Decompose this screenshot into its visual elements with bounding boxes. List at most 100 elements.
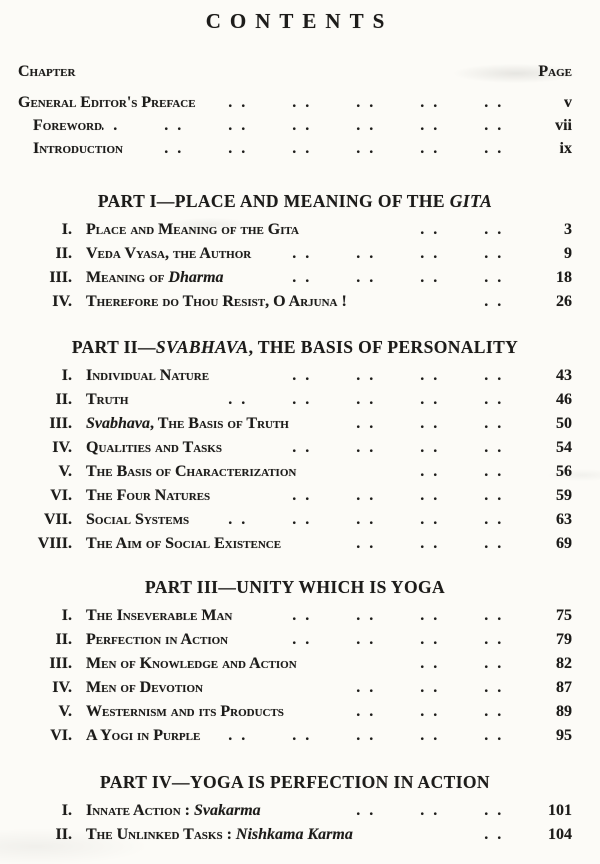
text-segment: , The Basis of Truth [150, 415, 289, 432]
dot-group: . . [484, 293, 504, 310]
toc-entry-row: IV. Men of Devotion . . . . . . 87 [18, 679, 572, 703]
entry-title: The Inseverable Man [86, 607, 232, 625]
dot-group: . . [292, 487, 312, 504]
entry-page: 89 [556, 703, 572, 720]
entry-page: vii [555, 117, 572, 134]
dot-group: . . [292, 245, 312, 262]
dot-group: . . [292, 511, 312, 528]
entry-title: Truth [86, 391, 128, 409]
entry-title: The Aim of Social Existence [86, 535, 281, 553]
text-segment: The Four Natures [86, 487, 211, 504]
entry-page: v [564, 94, 572, 111]
entry-number: V. [58, 463, 73, 480]
part-heading: PART I—PLACE AND MEANING OF THE GITA [18, 189, 572, 213]
toc-entry-row: II. Truth . . . . . . . . . . 46 [18, 391, 572, 415]
entry-page: 87 [556, 679, 572, 696]
entry-number: VII. [43, 511, 72, 528]
italic-term: Svabhava [86, 415, 150, 432]
italic-term: Svakarma [193, 802, 261, 819]
parts-list: PART I—PLACE AND MEANING OF THE GITA I. Pl… [18, 189, 572, 850]
part-entries: I. Innate Action : Svakarma . . . . . . 101 II… [18, 802, 572, 850]
dot-leader: . . . . . . . . . . [189, 511, 526, 529]
text-segment: Qualities and Tasks [86, 439, 222, 456]
entry-title: Innate Action : Svakarma [86, 802, 261, 820]
dot-group: . . [484, 487, 504, 504]
entry-number: I. [61, 802, 72, 819]
dot-leader: . . . . . . . . . . . . [123, 140, 526, 158]
dot-group: . . [292, 367, 312, 384]
dot-leader: . . . . [299, 221, 526, 239]
dot-group: . . [356, 367, 376, 384]
text-segment: The Aim of Social Existence [86, 535, 282, 552]
toc-front-matter-row: Introduction . . . . . . . . . . . . ix [18, 140, 572, 163]
text-segment: PART I—PLACE AND MEANING OF THE [97, 191, 450, 211]
entry-title: Place and Meaning of the Gita [86, 221, 299, 239]
entry-number: II. [55, 631, 72, 648]
entry-number: III. [49, 269, 72, 286]
text-segment: Meaning of [86, 269, 169, 286]
dot-group: . . [484, 439, 504, 456]
dot-leader: . . . . . . [261, 802, 526, 820]
chapter-column-label: Chapter [18, 63, 76, 80]
dot-group: . . [292, 140, 312, 157]
part-heading: PART II—SVABHAVA, THE BASIS OF PERSONALI… [18, 335, 572, 359]
column-header-row: Chapter Page [18, 63, 572, 81]
dot-group: . . [420, 415, 440, 432]
entry-page: 54 [556, 439, 572, 456]
entry-page: 69 [556, 535, 572, 552]
entry-page: ix [559, 140, 572, 157]
dot-group: . . [484, 655, 504, 672]
dot-group: . . [420, 439, 440, 456]
dot-group: . . [420, 511, 440, 528]
toc-entry-row: VI. The Four Natures . . . . . . . . 59 [18, 487, 572, 511]
dot-group: . . [292, 631, 312, 648]
entry-page: 26 [556, 293, 572, 310]
dot-group: . . [420, 631, 440, 648]
dot-group: . . [356, 802, 376, 819]
dot-group: . . [420, 391, 440, 408]
dot-leader: . . . . . . . . [210, 487, 526, 505]
dot-group: . . [356, 511, 376, 528]
entry-page: 59 [556, 487, 572, 504]
entry-number: II. [55, 391, 72, 408]
part-section: PART III—UNITY WHICH IS YOGA I. The Inseve… [18, 575, 572, 751]
dot-group: . . [420, 94, 440, 111]
dot-group: . . [292, 727, 312, 744]
text-segment: PART II— [71, 337, 156, 357]
entry-title: Westernism and its Products [86, 703, 284, 721]
italic-term: Nishkama Karma [235, 826, 353, 843]
dot-leader: . . . . [296, 463, 526, 481]
part-section: PART IV—YOGA IS PERFECTION IN ACTION I. In… [18, 770, 572, 850]
dot-leader: . . . . [297, 655, 526, 673]
dot-group: . . [484, 511, 504, 528]
dot-leader: . . . . . . . . [228, 631, 526, 649]
entry-title: Social Systems [86, 511, 189, 529]
entry-title: Men of Knowledge and Action [86, 655, 297, 673]
dot-group: . . [420, 463, 440, 480]
dot-group: . . [228, 94, 248, 111]
text-segment: Therefore do Thou Resist, O Arjuna ! [86, 293, 347, 310]
entry-title: Meaning of Dharma [86, 269, 224, 287]
dot-leader: . . . . . . [284, 703, 526, 721]
text-segment: Perfection in Action [86, 631, 229, 648]
italic-term: GITA [449, 191, 493, 211]
dot-group: . . [102, 117, 120, 134]
dot-group: . . [484, 802, 504, 819]
dot-group: . . [356, 607, 376, 624]
entry-title: Perfection in Action [86, 631, 228, 649]
toc-front-matter-row: Foreword. .. .. .. .. .. .. . vii [18, 117, 572, 140]
text-segment: Individual Nature [86, 367, 210, 384]
dot-group: . . [420, 245, 440, 262]
toc-entry-row: IV. Therefore do Thou Resist, O Arjuna !.… [18, 293, 572, 317]
dot-group: . . [356, 703, 376, 720]
entry-title: Individual Nature [86, 367, 209, 385]
entry-number: I. [61, 221, 72, 238]
entry-title: The Basis of Characterization [86, 463, 296, 481]
entry-page: 43 [556, 367, 572, 384]
entry-title: The Four Natures [86, 487, 210, 505]
dot-leader: . . . . . . . . . . [128, 391, 526, 409]
page-title: CONTENTS [205, 9, 394, 33]
entry-label: Introduction [33, 140, 123, 157]
dot-leader: . . . . . . . . [251, 245, 526, 263]
dot-group: . . [484, 679, 504, 696]
